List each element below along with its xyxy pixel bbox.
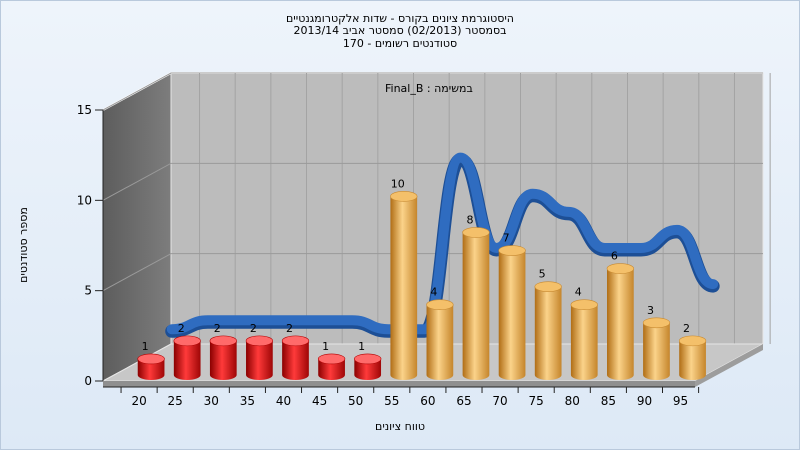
x-tick-label: 20 (131, 394, 146, 408)
grid-hline (102, 72, 763, 111)
x-tick-label: 75 (529, 394, 544, 408)
bar-body (679, 340, 706, 380)
bar-value-label: 5 (539, 268, 546, 281)
bar-body (426, 304, 454, 381)
bar-value-label: 3 (647, 304, 654, 317)
floor-front-edge (103, 381, 695, 387)
bar-top (173, 335, 201, 347)
grid-hline (102, 253, 763, 292)
bar-top (390, 191, 418, 202)
bar-body (643, 322, 670, 381)
bar-top (426, 299, 454, 311)
bar-value-label: 1 (358, 340, 365, 353)
chart-subtitle-line-1: בסמסטר (02/2013) סמסטר אביב 2013/14 (293, 24, 507, 37)
bar: 2 (245, 322, 274, 380)
x-tick-label: 40 (276, 394, 291, 408)
bar-top (606, 263, 635, 274)
bar-top (281, 335, 310, 347)
bar: 4 (426, 286, 454, 381)
x-tick-label: 55 (384, 394, 399, 408)
x-tick-label: 80 (565, 394, 580, 408)
bar-top (678, 335, 707, 347)
x-tick-label: 30 (204, 394, 219, 408)
x-tick-label: 70 (492, 394, 507, 408)
bar-body (534, 286, 562, 381)
bar-top (354, 353, 382, 365)
bar-value-label: 2 (214, 322, 221, 335)
floor-side-edge (695, 344, 763, 387)
x-tick-label: 90 (637, 394, 652, 408)
bar-top (498, 245, 526, 256)
bar: 2 (173, 322, 201, 380)
x-axis-label: טווח ציונים (375, 420, 425, 433)
y-tick-label: 10 (77, 193, 92, 207)
side-wall (102, 72, 172, 382)
bar: 6 (606, 250, 635, 380)
bar-top (209, 335, 237, 347)
bar-value-label: 2 (250, 322, 257, 335)
bar-value-label: 2 (286, 322, 293, 335)
y-axis-label: מספר סטודנטים (17, 207, 30, 283)
bar: 2 (281, 322, 310, 380)
x-tick-label: 35 (240, 394, 255, 408)
bar: 1 (137, 340, 165, 380)
bar: 1 (317, 340, 346, 380)
bar-body (137, 358, 165, 380)
bar: 8 (462, 213, 490, 380)
bar-value-label: 6 (611, 250, 618, 263)
grid-hline (102, 162, 763, 201)
x-tick-label: 25 (168, 394, 183, 408)
x-tick-label: 95 (673, 394, 688, 408)
bar-body (354, 358, 382, 380)
bar-top (245, 335, 274, 347)
bar-body (607, 268, 634, 380)
bar-top (570, 299, 598, 311)
bar-top (642, 317, 671, 329)
bar-top (137, 353, 165, 365)
bar-value-label: 4 (430, 286, 437, 299)
bar-body (173, 340, 201, 380)
y-tick-label: 15 (77, 103, 92, 117)
bar-top (534, 281, 562, 292)
bar: 5 (534, 268, 562, 381)
bar-value-label: 2 (178, 322, 185, 335)
bar-body (282, 340, 309, 380)
bar-value-label: 1 (322, 340, 329, 353)
bar-top (317, 353, 346, 365)
bar-body (246, 340, 273, 380)
bar: 1 (354, 340, 382, 380)
y-tick-label: 0 (84, 374, 92, 388)
bar-value-label: 1 (142, 340, 149, 353)
x-tick-label: 60 (420, 394, 435, 408)
x-tick-label: 65 (456, 394, 471, 408)
x-tick-label: 50 (348, 394, 363, 408)
bar-body (318, 358, 345, 380)
x-tick-label: 85 (601, 394, 616, 408)
trend-ribbon (166, 152, 719, 335)
bar-body (498, 250, 526, 380)
bar-body (462, 232, 490, 380)
bar-value-label: 4 (575, 286, 582, 299)
bar-top (462, 227, 490, 238)
chart-subtitle-line-2: סטודנטים רשומים - 170 (342, 37, 458, 50)
bar-value-label: 7 (503, 232, 510, 245)
bar: 10 (390, 177, 418, 380)
bar: 3 (642, 304, 671, 381)
bar-body (209, 340, 237, 380)
chart-annotation: Final_B : במשימה (385, 82, 473, 95)
bar: 2 (678, 322, 707, 380)
bar-value-label: 8 (466, 213, 473, 226)
bar-value-label: 10 (391, 177, 405, 190)
y-tick-label: 5 (84, 284, 92, 298)
x-tick-label: 45 (312, 394, 327, 408)
bar: 2 (209, 322, 237, 380)
bar-body (570, 304, 598, 381)
bar-value-label: 2 (683, 322, 690, 335)
bar-body (390, 196, 418, 380)
bar: 7 (498, 232, 526, 380)
chart-title: היסטוגרמת ציונים בקורס - שדות אלקטרומגנט… (286, 12, 514, 25)
bar: 4 (570, 286, 598, 381)
